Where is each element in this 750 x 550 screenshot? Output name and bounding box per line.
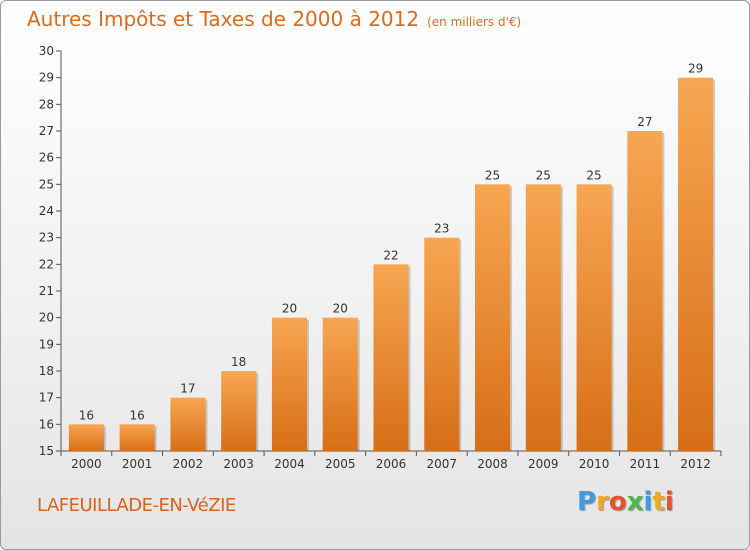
y-tick-label: 16 xyxy=(39,417,54,431)
bar-value-label: 23 xyxy=(434,222,449,236)
y-tick-label: 25 xyxy=(39,177,54,191)
chart-unit: (en milliers d'€) xyxy=(427,15,522,29)
bar-value-label: 29 xyxy=(688,62,703,76)
bar-value-label: 25 xyxy=(586,168,601,182)
logo-letter: r xyxy=(596,487,609,517)
y-tick-label: 24 xyxy=(39,204,54,218)
bar-value-label: 27 xyxy=(637,115,652,129)
y-tick-label: 18 xyxy=(39,364,54,378)
logo-letter: t xyxy=(652,487,665,517)
bar-value-label: 25 xyxy=(536,168,551,182)
bar xyxy=(271,317,307,451)
x-tick-label: 2010 xyxy=(579,457,610,471)
bar xyxy=(424,237,460,451)
chart-title: Autres Impôts et Taxes de 2000 à 2012 xyxy=(27,7,420,31)
bar-value-label: 20 xyxy=(333,302,348,316)
x-tick-label: 2000 xyxy=(71,457,102,471)
x-tick-label: 2012 xyxy=(680,457,711,471)
chart-title-block: Autres Impôts et Taxes de 2000 à 2012 (en… xyxy=(27,7,521,31)
y-tick-label: 30 xyxy=(39,44,54,58)
bar-value-label: 17 xyxy=(180,382,195,396)
bar xyxy=(221,371,257,451)
y-tick-label: 22 xyxy=(39,257,54,271)
bar xyxy=(373,264,409,451)
y-tick-label: 19 xyxy=(39,337,54,351)
bar-value-label: 16 xyxy=(79,408,94,422)
bar xyxy=(322,317,358,451)
bar xyxy=(475,184,511,452)
y-tick-label: 27 xyxy=(39,124,54,138)
bar xyxy=(68,424,104,451)
place-name: LAFEUILLADE-EN-VéZIE xyxy=(37,495,236,516)
logo-letter: P xyxy=(577,487,597,517)
bar xyxy=(678,77,714,452)
x-tick-label: 2003 xyxy=(223,457,254,471)
logo-letter: i xyxy=(643,487,653,517)
y-tick-label: 17 xyxy=(39,391,54,405)
y-tick-label: 21 xyxy=(39,284,54,298)
bar-value-label: 22 xyxy=(383,248,398,262)
bar-value-label: 16 xyxy=(130,408,145,422)
bar xyxy=(627,131,663,451)
x-tick-label: 2008 xyxy=(477,457,508,471)
bar xyxy=(170,397,206,451)
bar xyxy=(576,184,612,452)
x-tick-label: 2005 xyxy=(325,457,356,471)
x-tick-label: 2001 xyxy=(122,457,153,471)
chart-bars xyxy=(68,77,716,452)
x-tick-label: 2007 xyxy=(426,457,457,471)
bar xyxy=(119,424,155,451)
y-tick-label: 29 xyxy=(39,71,54,85)
x-tick-label: 2009 xyxy=(528,457,559,471)
chart-axes: 15 16 17 18 19 20 21 22 23 24 25 26 27 28 29 30 xyxy=(39,44,722,458)
x-tick-label: 2002 xyxy=(173,457,204,471)
y-tick-label: 28 xyxy=(39,97,54,111)
bar-value-label: 18 xyxy=(231,355,246,369)
logo-letter: i xyxy=(664,487,674,517)
y-tick-label: 23 xyxy=(39,231,54,245)
x-tick-label: 2006 xyxy=(376,457,407,471)
chart-labels: 16 2000 16 2001 17 2002 18 2003 20 2004 20 2005 22 20… xyxy=(71,62,711,471)
x-tick-label: 2011 xyxy=(630,457,661,471)
bar-value-label: 20 xyxy=(282,302,297,316)
proxiti-logo: Proxiti xyxy=(577,487,674,517)
logo-letter: x xyxy=(626,487,644,517)
bar-value-label: 25 xyxy=(485,168,500,182)
x-tick-label: 2004 xyxy=(274,457,305,471)
bar xyxy=(525,184,561,452)
y-tick-label: 20 xyxy=(39,311,54,325)
y-tick-label: 26 xyxy=(39,151,54,165)
y-tick-label: 15 xyxy=(39,444,54,458)
logo-letter: o xyxy=(608,487,627,517)
